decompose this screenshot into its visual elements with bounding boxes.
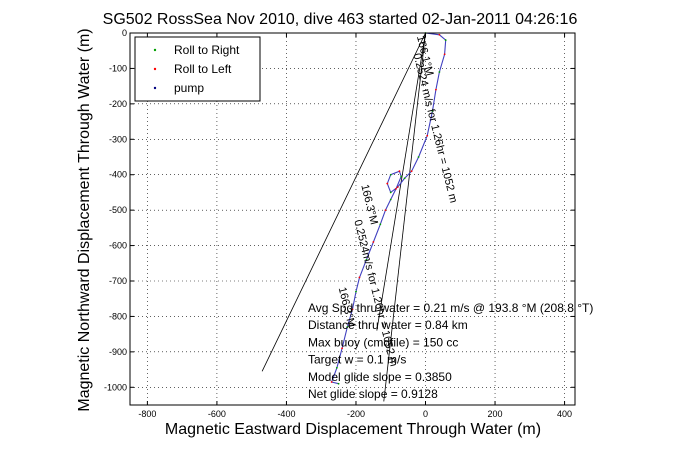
- track-point: [358, 276, 361, 279]
- glide-line: [261, 32, 426, 372]
- y-tick-label: -800: [109, 311, 127, 321]
- annotation-line: Avg Spd thru water = 0.21 m/s @ 193.8 °M…: [308, 301, 593, 315]
- x-tick-label: -800: [138, 409, 156, 419]
- legend-label-roll-right: Roll to Right: [174, 43, 240, 57]
- x-tick-label: -200: [347, 409, 365, 419]
- y-tick-label: -1000: [104, 382, 127, 392]
- track-point: [444, 39, 447, 41]
- y-axis-label: Magnetic Northward Displacement Through …: [76, 28, 93, 411]
- y-tick-label: -200: [109, 99, 127, 109]
- track-point: [396, 186, 399, 189]
- y-tick-label: -300: [109, 134, 127, 144]
- y-tick-label: -600: [109, 241, 127, 251]
- track-point: [389, 191, 392, 194]
- chart-title: SG502 RossSea Nov 2010, dive 463 started…: [103, 11, 578, 28]
- track-point: [330, 381, 333, 383]
- y-tick-label: -100: [109, 63, 127, 73]
- track-point: [398, 170, 401, 173]
- track-point: [403, 177, 406, 180]
- plot-area-frame: [129, 32, 576, 406]
- legend-label-pump: pump: [174, 81, 204, 95]
- annotation-line: Model glide slope = 0.3850: [308, 370, 452, 384]
- x-tick-label: 0: [423, 409, 428, 419]
- track-point: [438, 71, 441, 73]
- axis-ticks: -800 -600 -400 -200 0 200 400 0 -100 -200 -300 -400…: [104, 28, 575, 419]
- y-tick-label: 0: [122, 28, 127, 38]
- track-point: [379, 223, 382, 226]
- track-point: [400, 175, 403, 178]
- y-tick-label: -900: [109, 347, 127, 357]
- track-point: [410, 170, 413, 173]
- track-point: [389, 198, 392, 201]
- track-point: [426, 134, 429, 137]
- track-point: [341, 347, 343, 350]
- annotation-line: Max buoy (cmdfile) = 150 cc: [308, 335, 458, 349]
- legend-marker-pump: [153, 86, 157, 90]
- annotation-line: Target w = 0.1 m/s: [308, 353, 406, 367]
- track-point: [417, 156, 420, 158]
- legend-marker-roll-left: [153, 67, 157, 71]
- track-point: [351, 308, 354, 311]
- track-point: [365, 258, 368, 261]
- dive-annotations: Avg Spd thru water = 0.21 m/s @ 193.8 °M…: [308, 301, 593, 401]
- track-point: [346, 326, 349, 328]
- track-point: [435, 88, 437, 91]
- track-point: [335, 366, 338, 369]
- track-point: [443, 53, 446, 56]
- y-tick-label: -500: [109, 205, 127, 215]
- track-point: [372, 241, 375, 243]
- glide-line: [383, 32, 426, 402]
- x-tick-label: -400: [277, 409, 295, 419]
- x-tick-label: 200: [488, 409, 503, 419]
- x-tick-label: 400: [557, 409, 572, 419]
- glide-line-label: 0.2524 m/s for 1.26hr = 1052 m: [410, 52, 459, 204]
- x-axis-label: Magnetic Eastward Displacement Through W…: [165, 421, 541, 438]
- annotation-line: Net glide slope = 0.9128: [308, 387, 438, 401]
- track-point: [389, 173, 392, 176]
- legend-marker-roll-right: [153, 48, 157, 52]
- track-point: [386, 182, 389, 185]
- track-point: [337, 382, 340, 385]
- annotation-line: Distance thru water = 0.84 km: [308, 318, 468, 332]
- legend-label-roll-left: Roll to Left: [174, 62, 232, 76]
- legend: Roll to Right Roll to Left pump: [134, 36, 261, 102]
- x-tick-label: -600: [208, 409, 226, 419]
- y-tick-label: -700: [109, 276, 127, 286]
- y-tick-label: -400: [109, 170, 127, 180]
- track-point: [438, 33, 441, 36]
- track-point: [431, 110, 434, 112]
- track-point: [355, 290, 357, 293]
- track-point: [384, 209, 387, 212]
- track-point: [395, 187, 397, 190]
